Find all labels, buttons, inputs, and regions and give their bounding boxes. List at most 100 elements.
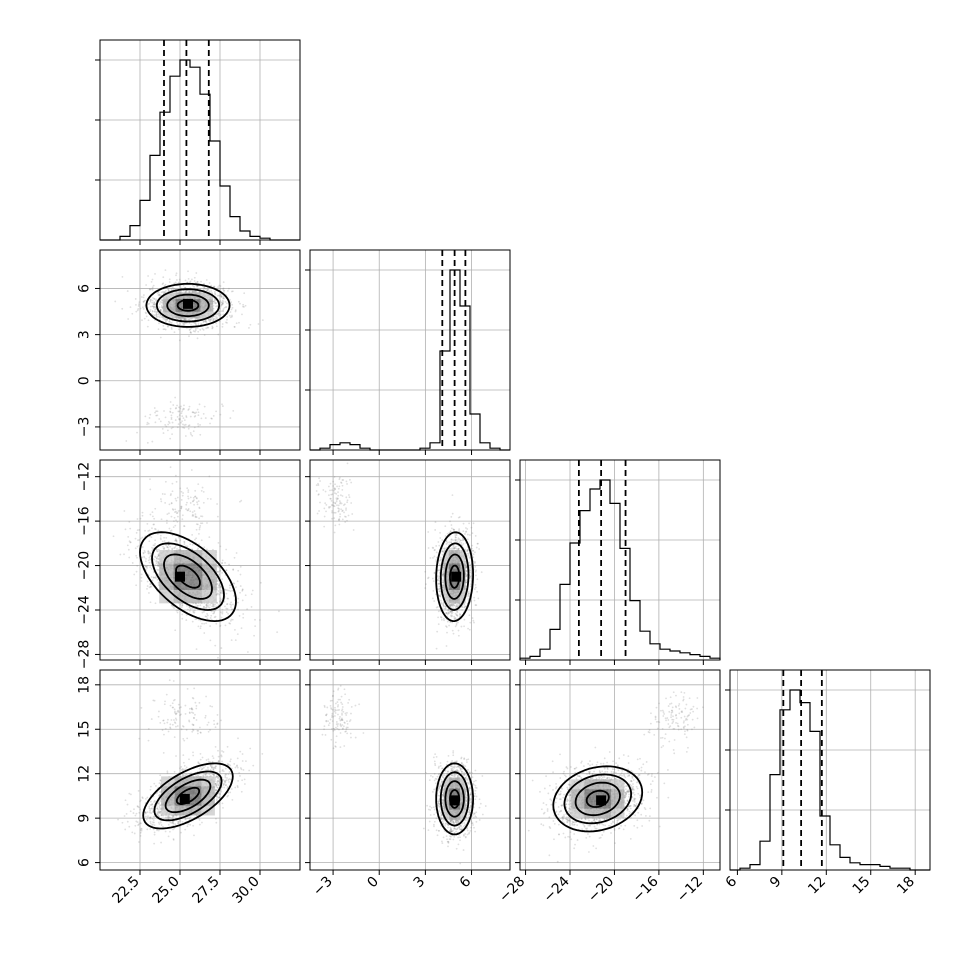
sample-point — [173, 770, 176, 773]
sample-point — [170, 515, 173, 518]
sample-point — [156, 814, 159, 816]
sample-point — [223, 786, 226, 789]
sample-point — [209, 764, 212, 767]
sample-point — [203, 607, 205, 610]
sample-point — [140, 573, 143, 576]
histogram-bars — [730, 689, 930, 871]
sample-point — [278, 610, 280, 613]
sample-point — [208, 773, 211, 775]
sample-point — [215, 817, 217, 820]
sample-point — [197, 762, 200, 765]
sample-point — [190, 278, 193, 281]
sample-point — [149, 582, 152, 585]
sample-point — [201, 768, 203, 770]
sample-point — [152, 828, 155, 831]
sample-point — [170, 822, 173, 824]
sample-point — [152, 699, 155, 702]
sample-point — [150, 585, 153, 588]
sample-point — [226, 785, 229, 788]
sample-point — [196, 408, 199, 411]
sample-point — [135, 812, 138, 815]
sample-point — [185, 319, 187, 322]
sample-point — [150, 536, 153, 539]
sample-point — [205, 769, 208, 771]
sample-point — [240, 790, 243, 793]
sample-point — [155, 312, 158, 315]
sample-point — [212, 773, 215, 776]
sample-point — [174, 546, 177, 549]
sample-point — [204, 774, 207, 776]
sample-point — [168, 422, 171, 424]
sample-point — [137, 307, 140, 310]
sample-point — [218, 284, 221, 287]
sample-point — [176, 611, 179, 614]
sample-point — [191, 543, 194, 546]
sample-point — [162, 719, 165, 722]
sample-point — [154, 305, 157, 308]
sample-point — [148, 805, 151, 808]
sample-point — [164, 830, 167, 833]
sample-point — [168, 289, 170, 292]
sample-point — [219, 569, 221, 572]
sample-point — [144, 812, 147, 815]
sample-point — [167, 423, 170, 426]
sample-point — [164, 283, 167, 286]
sample-point — [172, 828, 174, 831]
sample-point — [218, 784, 220, 787]
sample-point — [216, 782, 219, 785]
sample-point — [192, 751, 194, 754]
sample-point — [160, 500, 163, 503]
sample-point — [249, 323, 252, 326]
sample-point — [216, 294, 219, 297]
sample-point — [151, 817, 154, 820]
sample-point — [152, 515, 154, 518]
sample-point — [173, 827, 176, 830]
sample-point — [191, 728, 194, 731]
sample-point — [233, 582, 236, 585]
sample-point — [193, 503, 195, 506]
sample-point — [232, 410, 235, 412]
sample-point — [217, 775, 220, 778]
sample-point — [172, 822, 175, 825]
sample-point — [184, 286, 187, 289]
sample-point — [224, 306, 227, 309]
sample-point — [219, 624, 222, 627]
sample-point — [156, 569, 159, 571]
sample-point — [198, 507, 201, 510]
sample-point — [210, 318, 213, 321]
sample-point — [168, 320, 171, 323]
sample-point — [161, 428, 164, 430]
sample-point — [208, 536, 211, 539]
sample-point — [136, 805, 139, 808]
sample-point — [241, 588, 244, 591]
sample-point — [156, 813, 159, 816]
sample-point — [209, 318, 212, 321]
sample-point — [179, 539, 182, 542]
sample-point — [242, 616, 245, 619]
sample-point — [181, 773, 184, 776]
sample-point — [173, 282, 175, 285]
sample-point — [193, 280, 196, 282]
sample-point — [187, 319, 189, 321]
sample-point — [136, 821, 139, 824]
sample-point — [153, 301, 155, 304]
sample-point — [207, 760, 210, 763]
sample-point — [203, 546, 206, 549]
sample-point — [160, 301, 163, 304]
sample-point — [151, 803, 154, 806]
sample-point — [220, 304, 223, 306]
sample-point — [152, 805, 155, 808]
sample-point — [180, 769, 183, 771]
sample-point — [220, 301, 223, 304]
sample-point — [157, 291, 160, 294]
sample-point — [181, 604, 184, 607]
sample-point — [207, 721, 210, 724]
sample-point — [180, 412, 183, 415]
sample-point — [239, 573, 242, 576]
sample-point — [208, 318, 210, 321]
sample-point — [165, 519, 168, 522]
density-cell — [188, 298, 201, 306]
sample-point — [206, 612, 208, 615]
sample-point — [123, 510, 126, 512]
sample-point — [223, 780, 226, 783]
